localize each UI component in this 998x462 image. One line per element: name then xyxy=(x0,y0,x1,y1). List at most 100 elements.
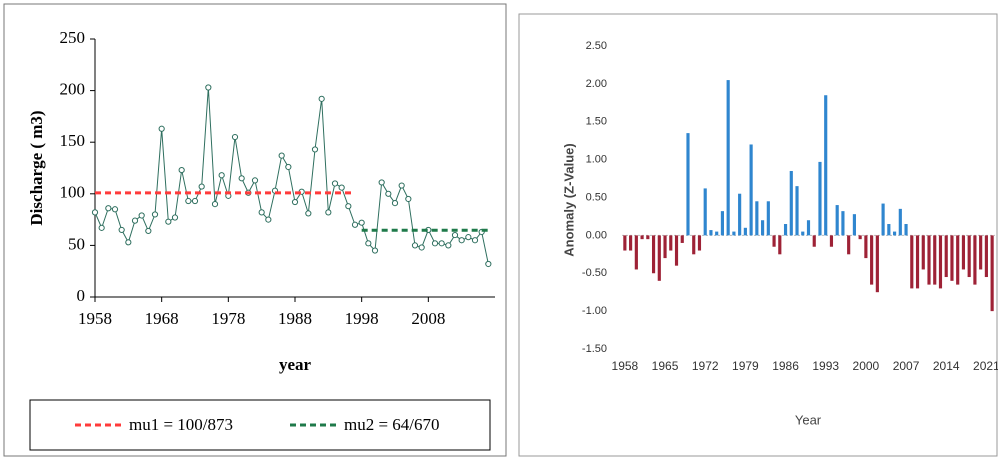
x-tick-label: 2007 xyxy=(893,359,920,373)
bar xyxy=(921,235,925,270)
data-point xyxy=(418,244,425,251)
y-tick-label: -0.50 xyxy=(582,267,607,279)
bar xyxy=(692,235,696,255)
data-point xyxy=(205,84,212,91)
bar xyxy=(858,235,862,240)
data-point xyxy=(458,237,465,244)
bar xyxy=(651,235,656,274)
data-point xyxy=(238,175,245,182)
legend-box xyxy=(29,399,491,451)
bar xyxy=(703,188,707,236)
data-point xyxy=(251,177,259,184)
data-point xyxy=(465,234,472,241)
data-point xyxy=(218,172,225,179)
bar xyxy=(812,235,816,247)
bar xyxy=(709,230,713,236)
data-point xyxy=(318,95,325,102)
bar xyxy=(720,211,725,236)
bar xyxy=(829,235,834,247)
bar xyxy=(634,235,638,270)
data-point xyxy=(105,205,112,212)
bar xyxy=(990,235,994,312)
data-point xyxy=(331,180,339,187)
data-point xyxy=(398,182,405,189)
bar xyxy=(778,235,782,255)
x-tick-label: 1958 xyxy=(78,309,112,328)
data-point xyxy=(191,197,199,205)
bar xyxy=(950,235,954,281)
bar xyxy=(910,235,914,289)
right-panel-border xyxy=(518,13,998,457)
data-point xyxy=(285,163,292,171)
data-point xyxy=(485,260,492,268)
data-point xyxy=(365,240,372,247)
data-point xyxy=(211,201,219,208)
bar xyxy=(761,220,765,236)
data-point xyxy=(131,217,139,224)
data-point xyxy=(305,210,312,217)
y-tick-label: 0.50 xyxy=(586,191,607,203)
x-tick-label: 2021 xyxy=(973,359,998,373)
x-tick-label: 2014 xyxy=(933,359,960,373)
bar xyxy=(881,203,885,236)
x-tick-label: 1979 xyxy=(732,359,759,373)
x-axis-title: year xyxy=(279,355,312,374)
x-tick-label: 1978 xyxy=(211,309,245,328)
data-point xyxy=(291,198,299,206)
data-point xyxy=(431,240,439,247)
bar xyxy=(766,201,770,236)
data-point xyxy=(231,133,239,141)
x-tick-label: 2000 xyxy=(853,359,880,373)
x-tick-label: 1998 xyxy=(345,309,379,328)
y-tick-label: 1.00 xyxy=(586,154,607,166)
bar xyxy=(772,235,776,247)
bar xyxy=(967,235,971,278)
y-tick-label: -1.00 xyxy=(582,305,607,317)
x-tick-label: 1988 xyxy=(278,309,312,328)
bar xyxy=(629,235,633,251)
data-point xyxy=(145,227,152,235)
y-tick-label: 2.00 xyxy=(586,78,607,90)
bar xyxy=(801,231,805,236)
x-axis-title: Year xyxy=(795,412,822,427)
y-tick-label: 0.00 xyxy=(586,229,607,241)
data-point xyxy=(98,224,105,231)
data-point xyxy=(278,152,285,159)
data-point xyxy=(385,190,392,197)
data-point xyxy=(411,242,419,249)
data-point xyxy=(351,221,359,228)
y-axis-title: Anomaly (Z-Value) xyxy=(561,143,576,256)
bar xyxy=(875,235,879,293)
y-tick-label: 0 xyxy=(77,286,86,305)
x-tick-label: 1958 xyxy=(612,359,639,373)
data-point xyxy=(138,212,145,219)
data-point xyxy=(165,218,172,225)
bar xyxy=(755,201,759,236)
bar xyxy=(732,231,736,236)
y-tick-label: -1.50 xyxy=(582,343,607,355)
bar xyxy=(956,235,960,285)
data-point xyxy=(325,209,332,216)
data-point xyxy=(311,146,319,153)
x-tick-label: 1993 xyxy=(812,359,839,373)
data-point xyxy=(265,216,272,223)
x-tick-label: 1972 xyxy=(692,359,719,373)
data-point xyxy=(158,125,165,132)
bar xyxy=(927,235,931,285)
y-tick-label: 2.50 xyxy=(586,40,607,52)
y-tick-label: 200 xyxy=(60,80,86,99)
bar xyxy=(847,235,851,255)
bar xyxy=(680,235,684,243)
bar xyxy=(623,235,627,251)
x-tick-label: 1986 xyxy=(772,359,799,373)
left-panel-border xyxy=(3,3,507,457)
bar xyxy=(864,235,868,259)
bar xyxy=(697,235,702,251)
x-tick-label: 1968 xyxy=(145,309,179,328)
bar xyxy=(852,214,856,236)
bar xyxy=(657,235,661,281)
y-tick-label: 50 xyxy=(68,234,85,253)
bar xyxy=(892,231,897,236)
bar xyxy=(674,235,679,266)
